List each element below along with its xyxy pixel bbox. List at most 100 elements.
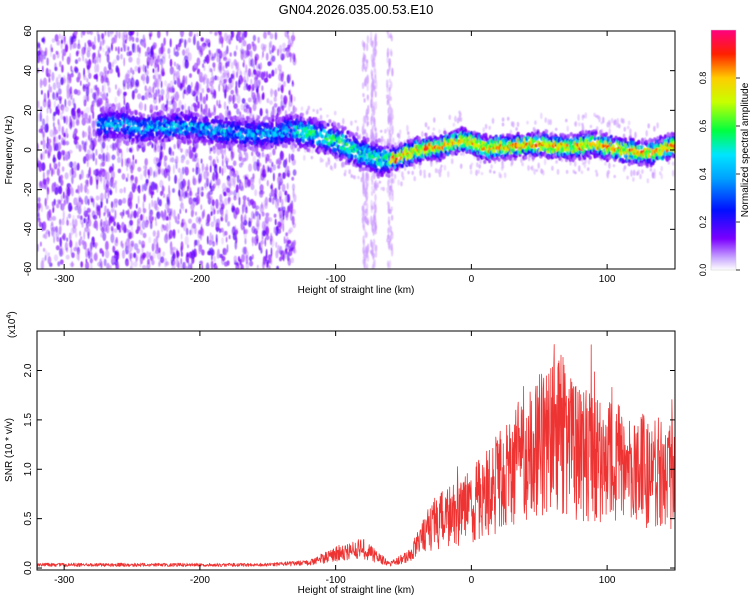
heatmap-cell — [448, 114, 452, 121]
heatmap-cell — [92, 128, 96, 137]
heatmap-cell — [94, 251, 98, 262]
heatmap-cell — [101, 250, 105, 257]
heatmap-cell — [77, 43, 81, 50]
heatmap-cell — [212, 158, 216, 167]
heatmap-cell — [71, 261, 74, 268]
heatmap-cell — [61, 149, 63, 157]
heatmap-cell — [138, 239, 141, 245]
heatmap-cell — [115, 236, 118, 244]
heatmap-cell — [115, 46, 118, 52]
heatmap-cell — [45, 114, 49, 125]
heatmap-cell — [192, 177, 197, 186]
heatmap-cell — [135, 229, 139, 235]
heatmap-cell — [292, 105, 296, 115]
heatmap-cell — [277, 164, 281, 169]
heatmap-cell — [190, 81, 193, 88]
heatmap-cell — [45, 67, 49, 77]
heatmap-cell — [107, 31, 111, 38]
heatmap-cell — [141, 184, 144, 193]
heatmap-cell — [282, 172, 286, 180]
heatmap-cell — [51, 215, 57, 221]
heatmap-cell — [482, 127, 486, 133]
heatmap-cell — [270, 88, 273, 98]
heatmap-cell — [92, 241, 96, 248]
heatmap-cell — [75, 231, 78, 238]
heatmap-cell — [100, 218, 103, 227]
heatmap-cell — [164, 210, 167, 218]
heatmap-cell — [59, 223, 62, 229]
heatmap-cell — [221, 159, 224, 167]
heatmap-cell — [238, 122, 242, 126]
heatmap-cell — [62, 210, 65, 220]
heatmap-cell — [121, 213, 124, 219]
heatmap-cell — [200, 107, 203, 118]
heatmap-cell — [501, 161, 504, 166]
heatmap-cell — [509, 129, 513, 135]
heatmap-cell — [37, 202, 41, 212]
heatmap-cell — [243, 85, 247, 91]
heatmap-cell — [174, 215, 178, 224]
heatmap-cell — [125, 261, 129, 267]
heatmap-cell — [150, 132, 154, 137]
heatmap-cell — [94, 59, 97, 65]
heatmap-cell — [277, 221, 282, 228]
heatmap-cell — [217, 178, 221, 186]
heatmap-cell — [82, 85, 86, 92]
heatmap-cell — [361, 82, 365, 90]
heatmap-cell — [656, 122, 659, 129]
heatmap-cell — [387, 114, 390, 124]
heatmap-cell — [233, 195, 237, 201]
heatmap-cell — [265, 259, 270, 264]
heatmap-cell — [188, 230, 191, 235]
heatmap-cell — [221, 154, 224, 160]
heatmap-cell — [88, 72, 92, 79]
heatmap-cell — [370, 128, 373, 134]
heatmap-cell — [372, 252, 376, 259]
heatmap-cell — [119, 188, 124, 194]
heatmap-cell — [379, 129, 383, 133]
heatmap-cell — [116, 251, 120, 260]
heatmap-cell — [298, 144, 303, 149]
heatmap-cell — [235, 60, 238, 71]
heatmap-cell — [501, 122, 505, 127]
heatmap-cell — [370, 31, 373, 41]
heatmap-cell — [223, 32, 228, 42]
heatmap-cell — [121, 136, 125, 141]
heatmap-cell — [343, 172, 347, 177]
heatmap-cell — [42, 139, 46, 150]
heatmap-cell — [183, 261, 187, 269]
heatmap-cell — [180, 148, 183, 153]
heatmap-cell — [158, 47, 162, 58]
heatmap-cell — [261, 237, 264, 242]
heatmap-cell — [57, 74, 62, 79]
heatmap-cell — [333, 121, 337, 126]
heatmap-cell — [115, 264, 117, 269]
heatmap-cell — [198, 173, 202, 183]
heatmap-cell — [180, 158, 185, 164]
heatmap-cell — [288, 227, 294, 233]
heatmap-cell — [223, 261, 229, 267]
heatmap-cell — [236, 94, 241, 104]
heatmap-cell — [56, 92, 59, 98]
heatmap-cell — [177, 124, 181, 129]
heatmap-cell — [273, 226, 276, 234]
heatmap-cell — [39, 111, 42, 122]
heatmap-cell — [328, 119, 332, 124]
heatmap-cell — [190, 104, 193, 112]
heatmap-cell — [362, 202, 365, 213]
heatmap-cell — [160, 115, 164, 120]
heatmap-cell — [169, 157, 172, 163]
heatmap-cell — [65, 127, 68, 136]
heatmap-cell — [217, 31, 220, 34]
heatmap-cell — [81, 199, 84, 205]
heatmap-cell — [259, 184, 264, 192]
heatmap-cell — [99, 163, 102, 168]
heatmap-cell — [105, 171, 110, 182]
heatmap-cell — [197, 82, 201, 91]
heatmap-cell — [142, 213, 145, 221]
heatmap-cell — [141, 73, 146, 82]
heatmap-cell — [185, 89, 189, 96]
heatmap-cell — [222, 165, 227, 174]
heatmap-cell — [37, 100, 40, 109]
heatmap-cell — [47, 256, 52, 265]
